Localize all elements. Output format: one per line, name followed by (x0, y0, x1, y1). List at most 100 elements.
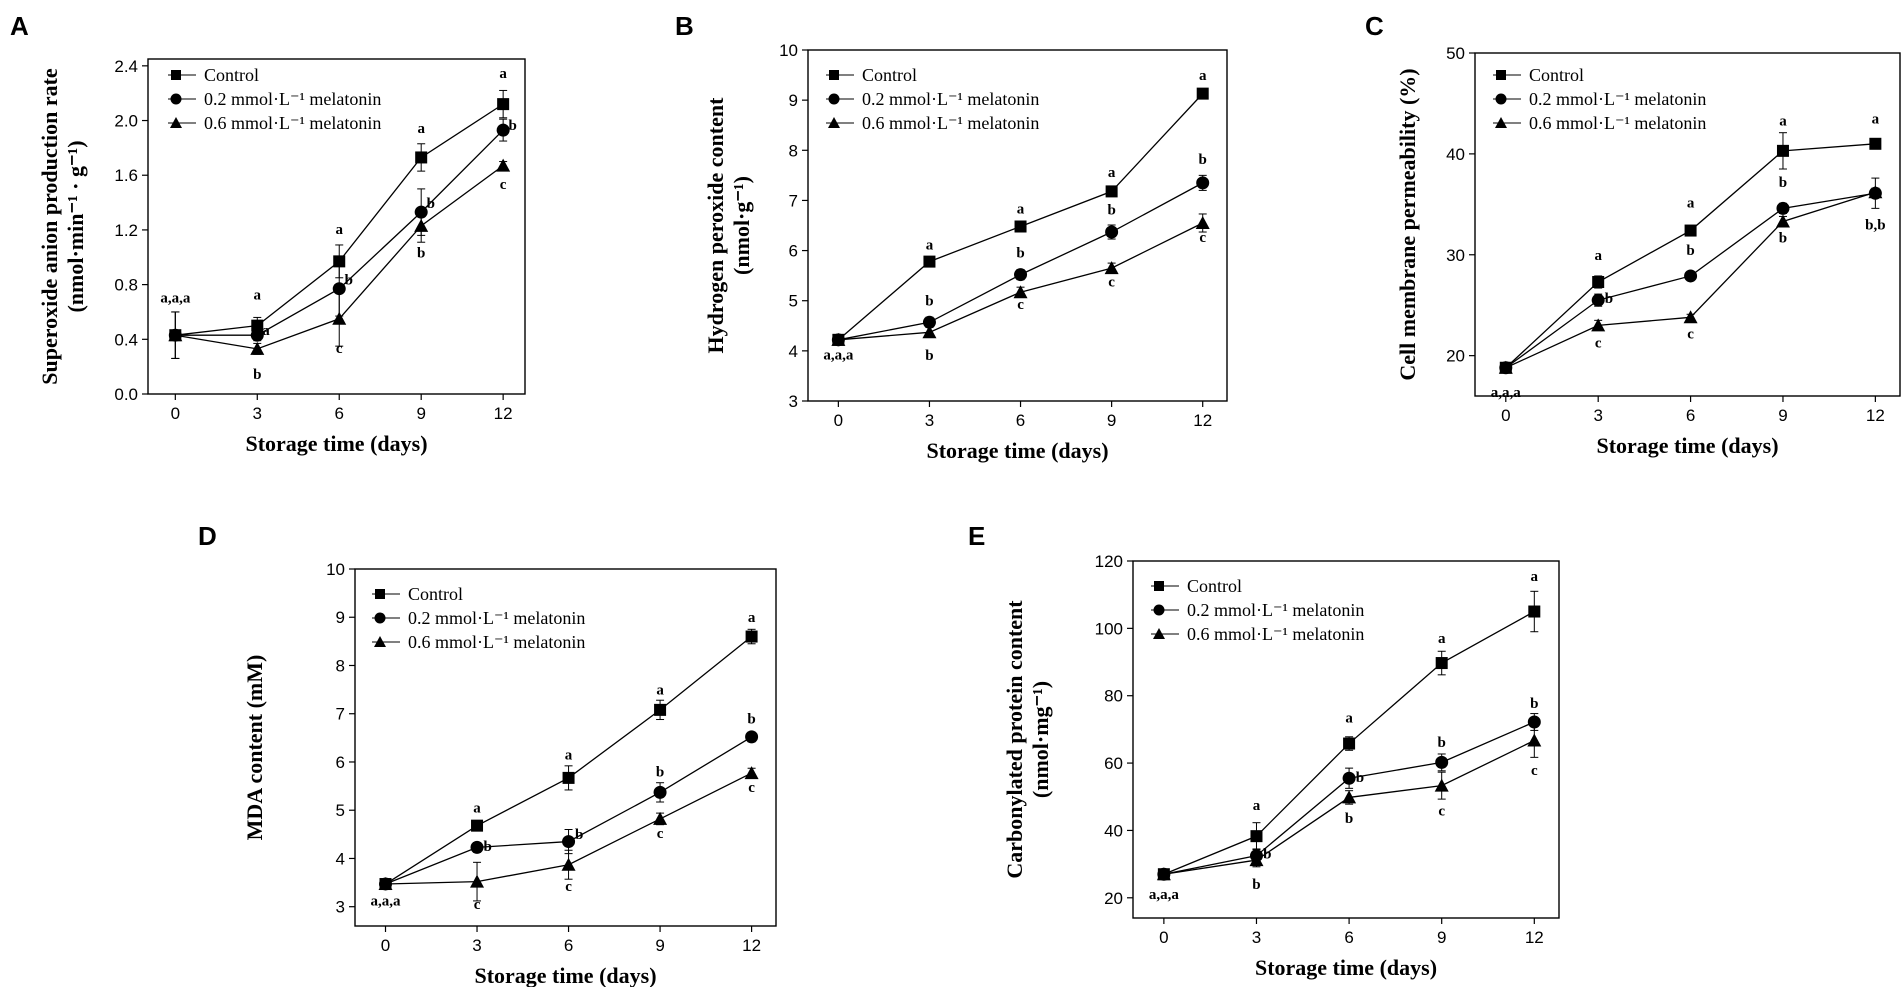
legend-entry: 0.2 mmol·L⁻¹ melatonin (204, 89, 381, 109)
panel-letter: D (198, 521, 217, 551)
data-point (744, 766, 759, 780)
series-2 (831, 213, 1210, 346)
data-point (653, 811, 668, 825)
x-tick-label: 12 (1525, 928, 1544, 947)
significance-label: a (565, 748, 573, 764)
significance-label: a (1438, 631, 1446, 647)
legend-marker (1154, 581, 1164, 591)
x-tick-label: 9 (1437, 928, 1446, 947)
significance-label: a (473, 801, 481, 817)
x-tick-label: 12 (1866, 406, 1885, 425)
significance-label: a,a,a (1149, 887, 1180, 903)
data-point (1249, 853, 1264, 867)
data-point (332, 311, 347, 325)
y-tick-label: 40 (1104, 821, 1123, 840)
data-point (1528, 605, 1541, 618)
significance-label: b (575, 827, 583, 843)
significance-label: a (748, 610, 756, 626)
x-tick-label: 6 (1686, 406, 1695, 425)
significance-label: b (1779, 231, 1787, 247)
y-tick-label: 1.2 (114, 221, 138, 240)
significance-label: b (1779, 175, 1787, 191)
significance-label: c (1687, 326, 1694, 342)
x-tick-label: 12 (742, 936, 761, 955)
series-0 (1157, 590, 1541, 881)
data-point (250, 328, 264, 342)
data-point (1343, 737, 1356, 750)
significance-label: a (335, 222, 343, 238)
significance-label: b (417, 245, 425, 261)
significance-label: b (1016, 246, 1024, 262)
data-point (1342, 790, 1357, 804)
significance-label: b,b (1865, 218, 1885, 234)
y-axis-title: Hydrogen peroxide content (703, 97, 728, 354)
data-point (250, 341, 265, 355)
y-tick-label: 2.4 (114, 57, 138, 76)
series-1 (831, 174, 1210, 347)
significance-label: a (499, 66, 507, 82)
significance-label: a (1872, 112, 1880, 128)
data-point (654, 703, 667, 716)
significance-label: b (1345, 811, 1353, 827)
legend-entry: 0.2 mmol·L⁻¹ melatonin (1529, 89, 1706, 109)
y-tick-label: 20 (1104, 889, 1123, 908)
x-tick-label: 3 (925, 411, 934, 430)
legend-marker (374, 612, 386, 624)
data-point (745, 730, 759, 744)
y-tick-label: 2.0 (114, 112, 138, 131)
x-axis-title: Storage time (days) (1596, 433, 1778, 458)
y-axis-title: Superoxide anion production rate (37, 68, 62, 385)
significance-label: a,a,a (1491, 385, 1522, 401)
y-tick-label: 1.6 (114, 166, 138, 185)
data-point (496, 123, 510, 137)
significance-label: a (417, 121, 425, 137)
x-axis-title: Storage time (days) (926, 438, 1108, 463)
significance-label: b (484, 839, 492, 855)
y-tick-label: 4 (789, 342, 798, 361)
x-tick-label: 9 (416, 404, 425, 423)
y-tick-label: 80 (1104, 687, 1123, 706)
y-tick-label: 10 (326, 560, 345, 579)
data-point (1776, 144, 1789, 157)
x-tick-label: 0 (1159, 928, 1168, 947)
panel-b: B 0 3 6 9 12 3 4 5 6 7 8 9 10 Storage time (days) Hydro… (675, 11, 1228, 463)
legend-entry: Control (204, 65, 259, 85)
significance-label: b (253, 367, 261, 383)
y-tick-label: 50 (1446, 44, 1465, 63)
y-tick-label: 3 (336, 898, 345, 917)
legend: Control 0.2 mmol·L⁻¹ melatonin 0.6 mmol·L⁻… (168, 65, 381, 133)
x-tick-label: 9 (1107, 411, 1116, 430)
legend-marker (1153, 628, 1165, 639)
significance-label: a (1253, 798, 1261, 814)
x-tick-label: 0 (171, 404, 180, 423)
panel-letter: A (10, 11, 29, 41)
significance-label: b (1686, 243, 1694, 259)
y-axis-title: MDA content (mM) (242, 655, 267, 841)
significance-label: b (1356, 770, 1364, 786)
significance-label: b (747, 711, 755, 727)
y-tick-label: 20 (1446, 347, 1465, 366)
significance-label: a (656, 682, 664, 698)
x-tick-label: 3 (1593, 406, 1602, 425)
data-point (922, 325, 937, 339)
significance-label: b (1199, 152, 1207, 168)
series-line (1163, 739, 1535, 875)
data-point (1014, 268, 1028, 282)
data-point (1196, 176, 1210, 190)
x-tick-label: 0 (381, 936, 390, 955)
y-tick-label: 6 (336, 753, 345, 772)
legend-entry: 0.6 mmol·L⁻¹ melatonin (1187, 624, 1364, 644)
data-point (561, 857, 576, 871)
significance-label: c (474, 897, 481, 913)
legend-entry: 0.6 mmol·L⁻¹ melatonin (1529, 113, 1706, 133)
panel-d: D 0 3 6 9 12 3 4 5 6 7 8 9 10 Storage time (days) MDA c… (198, 521, 777, 987)
y-tick-label: 0.0 (114, 385, 138, 404)
y-tick-label: 5 (789, 292, 798, 311)
legend: Control 0.2 mmol·L⁻¹ melatonin 0.6 mmol·L⁻… (372, 584, 585, 652)
x-axis-title: Storage time (days) (245, 431, 427, 456)
panel-e: E 0 3 6 9 12 20 40 60 80 100 120 Storage time (days)… (968, 521, 1560, 980)
data-point (1105, 185, 1118, 198)
data-point (1527, 733, 1542, 747)
data-point (1527, 715, 1541, 729)
significance-label: b (1438, 735, 1446, 751)
